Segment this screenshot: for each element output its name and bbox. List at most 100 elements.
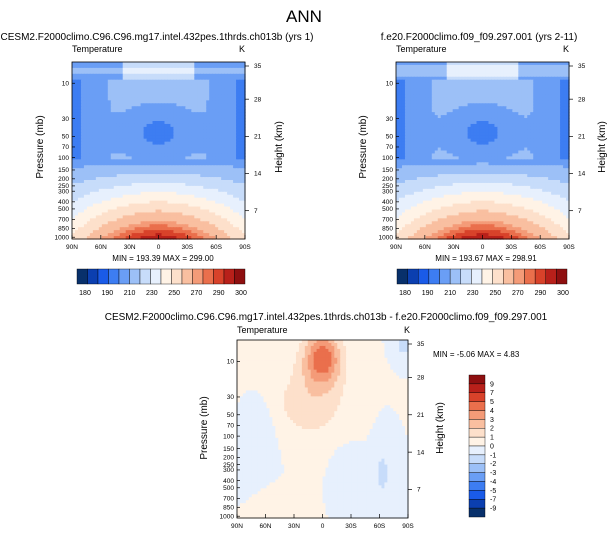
heatmap-cell (155, 126, 160, 131)
heatmap-cell (221, 94, 225, 98)
heatmap-cell (122, 144, 127, 149)
heatmap-cell (212, 97, 216, 101)
heatmap-cell (182, 218, 186, 222)
heatmap-cell (494, 97, 499, 101)
heatmap-cell (116, 123, 121, 128)
heatmap-cell (509, 91, 513, 96)
heatmap-cell (170, 236, 175, 240)
heatmap-cell (443, 94, 448, 98)
heatmap-cell (131, 147, 136, 152)
heatmap-cell (233, 218, 237, 222)
heatmap-cell (410, 67, 415, 72)
heatmap-cell (239, 103, 243, 107)
heatmap-cell (233, 112, 237, 116)
heatmap-cell (101, 215, 106, 219)
heatmap-cell (191, 165, 195, 169)
heatmap-cell (164, 94, 169, 98)
heatmap-cell (212, 121, 216, 125)
heatmap-cell (104, 109, 109, 113)
heatmap-cell (194, 218, 198, 222)
heatmap-cell (455, 112, 460, 116)
heatmap-cell (407, 82, 412, 87)
heatmap-cell (140, 115, 145, 119)
heatmap-cell (143, 221, 148, 225)
heatmap-cell (131, 165, 136, 169)
heatmap-cell (221, 85, 225, 90)
heatmap-cell (113, 230, 118, 234)
heatmap-cell (161, 218, 166, 222)
heatmap-cell (494, 91, 499, 96)
colorbar-label: 190 (101, 290, 113, 297)
heatmap-cell (404, 118, 409, 122)
heatmap-cell (470, 85, 475, 90)
heatmap-cell (200, 106, 204, 110)
heatmap-cell (239, 121, 243, 125)
heatmap-cell (557, 62, 561, 66)
heatmap-cell (92, 218, 97, 222)
heatmap-cell (515, 73, 519, 78)
heatmap-cell (161, 230, 166, 234)
heatmap-cell (416, 62, 421, 66)
heatmap-cell (473, 94, 478, 98)
heatmap-cell (72, 67, 76, 72)
heatmap-cell (101, 159, 106, 163)
heatmap-cell (80, 73, 85, 78)
heatmap-cell (161, 153, 166, 157)
heatmap-cell (512, 106, 516, 110)
heatmap-cell (152, 221, 157, 225)
heatmap-cell (530, 73, 534, 78)
heatmap-cell (173, 180, 177, 184)
heatmap-cell (89, 109, 94, 113)
heatmap-cell (89, 118, 94, 122)
heatmap-cell (551, 106, 555, 110)
heatmap-cell (113, 76, 118, 81)
heatmap-cell (128, 100, 133, 104)
heatmap-cell (563, 115, 567, 119)
heatmap-cell (503, 112, 507, 116)
heatmap-cell (155, 162, 160, 166)
heatmap-cell (191, 67, 195, 72)
colorbar-swatch (171, 268, 183, 285)
heatmap-cell (194, 67, 198, 72)
heatmap-cell (86, 94, 91, 98)
heatmap-cell (131, 200, 136, 205)
heatmap-cell (86, 147, 91, 152)
heatmap-cell (455, 109, 460, 113)
heatmap-cell (419, 132, 424, 137)
heatmap-cell (401, 106, 406, 110)
heatmap-cell (191, 109, 195, 113)
heatmap-cell (497, 76, 501, 81)
heatmap-cell (110, 138, 115, 143)
heatmap-cell (77, 197, 82, 202)
heatmap-cell (566, 64, 570, 69)
heatmap-cell (83, 227, 88, 231)
heatmap-cell (524, 79, 528, 84)
heatmap-cell (176, 224, 180, 228)
heatmap-cell (563, 67, 567, 72)
heatmap-cell (215, 82, 219, 87)
heatmap-cell (218, 85, 222, 90)
heatmap-cell (122, 103, 127, 107)
heatmap-cell (212, 88, 216, 93)
heatmap-cell (209, 76, 213, 81)
heatmap-cell (113, 118, 118, 122)
heatmap-cell (86, 85, 91, 90)
heatmap-cell (494, 118, 499, 122)
heatmap-cell (107, 221, 112, 225)
heatmap-cell (95, 121, 100, 125)
heatmap-cell (446, 121, 451, 125)
heatmap-cell (134, 141, 139, 146)
heatmap-cell (134, 177, 139, 181)
heatmap-cell (182, 97, 186, 101)
heatmap-cell (221, 106, 225, 110)
heatmap-cell (410, 85, 415, 90)
heatmap-cell (119, 85, 124, 90)
heatmap-cell (470, 109, 475, 113)
heatmap-cell (158, 67, 163, 72)
heatmap-cell (542, 109, 546, 113)
heatmap-cell (434, 82, 439, 87)
heatmap-cell (452, 91, 457, 96)
heatmap-cell (452, 64, 457, 69)
heatmap-cell (194, 224, 198, 228)
heatmap-cell (206, 221, 210, 225)
